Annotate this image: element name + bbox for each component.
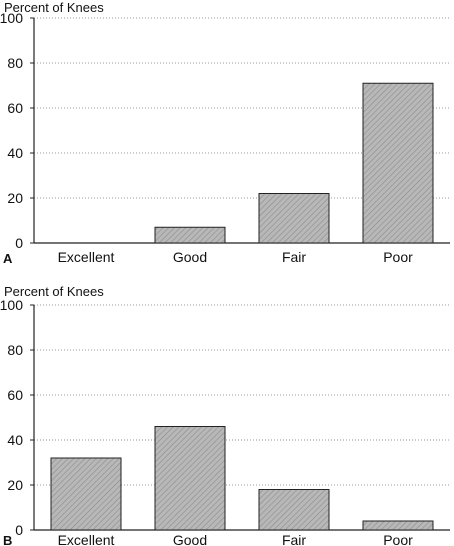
bar-fair (258, 489, 330, 531)
y-tick-label: 20 (7, 190, 23, 206)
y-axis-title: Percent of Knees (4, 284, 104, 299)
category-label-excellent: Excellent (58, 249, 115, 265)
category-label-fair: Fair (282, 532, 306, 546)
bar-good (154, 226, 226, 244)
panel-label: B (3, 533, 12, 546)
category-label-good: Good (173, 249, 207, 265)
category-label-poor: Poor (383, 532, 413, 546)
y-tick-label: 100 (0, 10, 23, 26)
category-label-excellent: Excellent (58, 532, 115, 546)
y-tick-label: 0 (15, 522, 23, 538)
y-tick-label: 20 (7, 477, 23, 493)
y-tick-label: 100 (0, 297, 23, 313)
bar-fair (258, 193, 330, 244)
y-tick-label: 0 (15, 235, 23, 251)
bar-good (154, 426, 226, 531)
bar-poor (362, 520, 434, 531)
y-tick-label: 60 (7, 387, 23, 403)
y-tick-label: 80 (7, 55, 23, 71)
category-label-good: Good (173, 532, 207, 546)
y-axis-title: Percent of Knees (4, 0, 104, 15)
y-tick-label: 60 (7, 100, 23, 116)
panel-label: A (3, 251, 13, 266)
y-tick-label: 40 (7, 145, 23, 161)
y-tick-label: 40 (7, 432, 23, 448)
bar-excellent (50, 457, 122, 531)
y-tick-label: 80 (7, 342, 23, 358)
category-label-fair: Fair (282, 249, 306, 265)
category-label-poor: Poor (383, 249, 413, 265)
bar-poor (362, 82, 434, 244)
